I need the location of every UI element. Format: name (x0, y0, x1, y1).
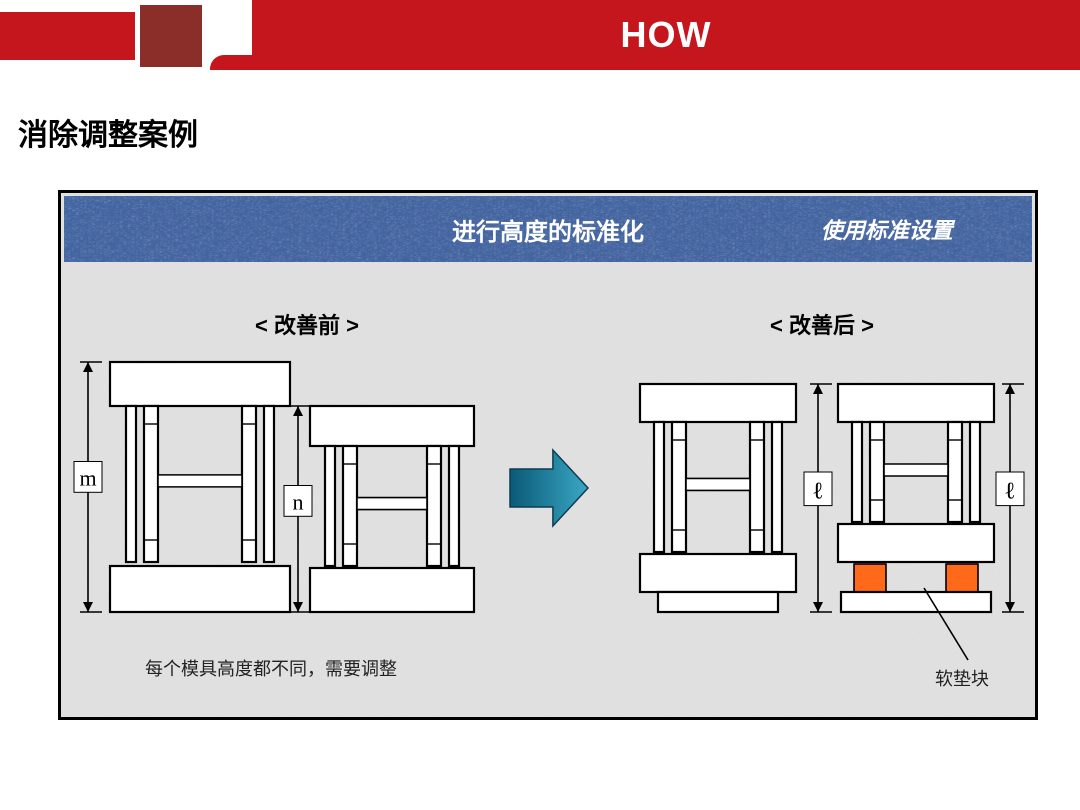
svg-text:ℓ: ℓ (1004, 478, 1016, 504)
svg-text:n: n (293, 490, 304, 515)
svg-text:m: m (79, 466, 96, 491)
svg-text:ℓ: ℓ (812, 478, 824, 504)
figures-svg: mnℓℓ (0, 0, 1080, 810)
